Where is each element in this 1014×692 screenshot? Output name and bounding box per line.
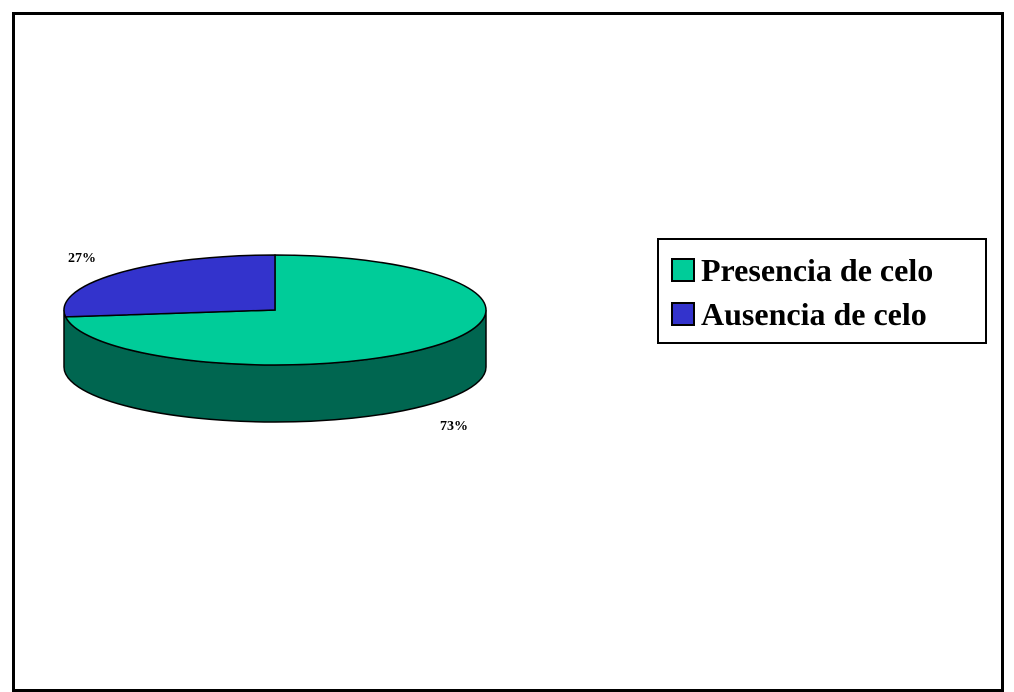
legend-label-ausencia: Ausencia de celo	[701, 296, 927, 332]
legend: Presencia de celo Ausencia de celo	[657, 238, 987, 344]
slice-ausencia	[63, 254, 276, 318]
legend-swatch-ausencia	[671, 302, 695, 326]
data-label-ausencia: 27%	[68, 251, 96, 266]
data-label-presencia: 73%	[440, 419, 468, 434]
legend-item-ausencia: Ausencia de celo	[671, 292, 985, 336]
legend-label-presencia: Presencia de celo	[701, 252, 934, 288]
legend-item-presencia: Presencia de celo	[671, 248, 985, 292]
slice-presencia	[64, 254, 487, 366]
pie-chart: 73% 27%	[63, 251, 487, 434]
legend-swatch-presencia	[671, 258, 695, 282]
